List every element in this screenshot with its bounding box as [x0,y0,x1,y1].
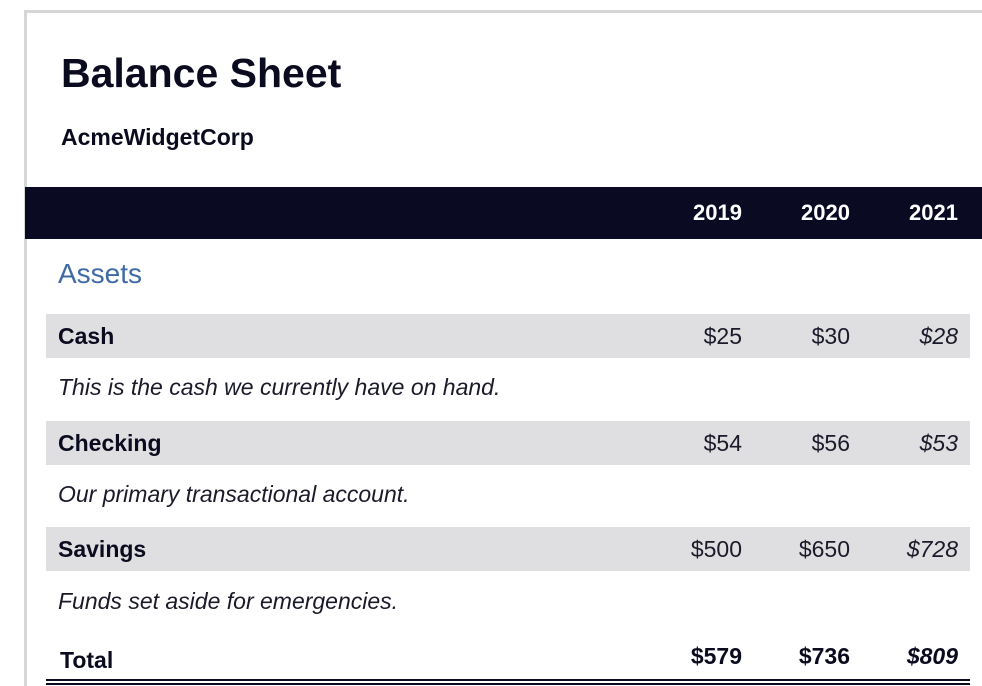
row-value-2019: $500 [690,536,742,562]
row-value-2020: $30 [811,323,850,349]
row-label: Checking [58,430,162,456]
row-value-2020: $650 [798,536,850,562]
table-row [46,314,970,358]
company-name: AcmeWidgetCorp [61,124,254,150]
column-header-2020: 2020 [801,200,850,225]
total-value-2020: $736 [798,643,850,669]
row-label: Cash [58,323,115,349]
table-row [46,527,970,571]
page-title: Balance Sheet [61,50,342,96]
row-value-2019: $54 [703,430,742,456]
row-value-2021: $53 [919,430,958,456]
table-row [46,421,970,465]
column-header-2019: 2019 [693,200,742,225]
row-value-2019: $25 [703,323,742,349]
row-value-2021: $728 [906,536,958,562]
total-value-2019: $579 [690,643,742,669]
row-description: Funds set aside for emergencies. [58,588,399,614]
total-value-2021: $809 [906,643,958,669]
total-label: Total [60,647,114,673]
row-description: Our primary transactional account. [58,481,410,507]
total-double-rule [46,679,970,685]
table-header-bar [25,187,982,239]
row-value-2021: $28 [919,323,958,349]
row-value-2020: $56 [811,430,850,456]
row-description: This is the cash we currently have on ha… [58,374,501,400]
column-header-2021: 2021 [909,200,958,225]
section-title-assets: Assets [58,258,143,289]
row-label: Savings [58,536,147,562]
